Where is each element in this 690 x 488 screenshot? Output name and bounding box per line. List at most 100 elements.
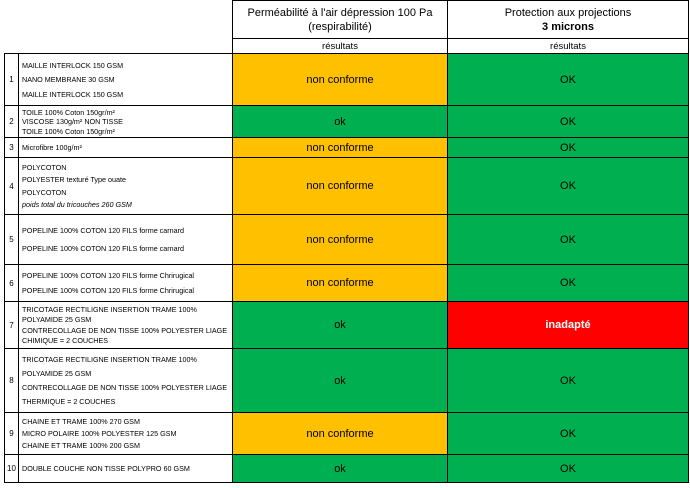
material-cell: TRICOTAGE RECTILIGNE INSERTION TRAME 100… — [18, 348, 233, 413]
result-text: OK — [560, 427, 576, 440]
number-text: 8 — [9, 376, 14, 385]
result-cell: OK — [447, 214, 689, 265]
result-cell: non conforme — [232, 264, 448, 302]
result-cell: ok — [232, 348, 448, 413]
result-cell: non conforme — [232, 137, 448, 158]
result-cell: OK — [447, 53, 689, 106]
subheader-cell: résultats — [447, 38, 689, 54]
result-cell: OK — [447, 412, 689, 455]
result-cell: OK — [447, 348, 689, 413]
row-number: 2 — [4, 105, 19, 138]
result-cell: non conforme — [232, 214, 448, 265]
number-text: 9 — [9, 429, 14, 438]
header-text: Perméabilité à l'air dépression 100 Pa — [247, 6, 433, 19]
result-cell: inadapté — [447, 301, 689, 349]
result-cell: OK — [447, 264, 689, 302]
material-line: CHAINE ET TRAME 100% 200 GSM — [22, 441, 140, 450]
result-text: OK — [560, 115, 576, 128]
material-line: CHIMIQUE = 2 COUCHES — [22, 336, 109, 346]
material-line: CHAINE ET TRAME 100% 270 GSM — [22, 417, 140, 426]
result-text: ok — [334, 374, 346, 387]
result-cell: non conforme — [232, 157, 448, 215]
material-cell: POPELINE 100% COTON 120 FILS forme carna… — [18, 214, 233, 265]
result-text: OK — [560, 73, 576, 86]
result-cell: OK — [447, 157, 689, 215]
material-line: CONTRECOLLAGE DE NON TISSE 100% POLYESTE… — [22, 325, 228, 335]
material-line: POPELINE 100% COTON 120 FILS forme carna… — [22, 225, 185, 235]
result-text: non conforme — [306, 73, 374, 86]
material-line: THERMIQUE = 2 COUCHES — [22, 397, 116, 406]
row-number: 3 — [4, 137, 19, 158]
material-line: MICRO POLAIRE 100% POLYESTER 125 GSM — [22, 429, 177, 438]
material-line: POLYAMIDE 25 GSM — [22, 315, 92, 325]
result-text: ok — [334, 462, 346, 475]
material-note: poids total du tricouches 260 GSM — [22, 200, 132, 210]
material-cell: DOUBLE COUCHE NON TISSE POLYPRO 60 GSM — [18, 454, 233, 483]
material-cell: POPELINE 100% COTON 120 FILS forme Chrir… — [18, 264, 233, 302]
result-text: non conforme — [306, 277, 374, 289]
result-cell: non conforme — [232, 53, 448, 106]
result-text: ok — [334, 319, 346, 331]
result-cell: ok — [232, 301, 448, 349]
result-text: OK — [560, 374, 576, 387]
result-cell: ok — [232, 105, 448, 138]
material-line: NANO MEMBRANE 30 GSM — [22, 75, 115, 84]
header-cell: Perméabilité à l'air dépression 100 Pa (r… — [232, 0, 448, 39]
result-text: inadapté — [545, 319, 591, 331]
material-cell: TRICOTAGE RECTILIGNE INSERTION TRAME 100… — [18, 301, 233, 349]
result-cell: non conforme — [232, 412, 448, 455]
material-line: VISCOSE 130g/m² NON TISSE — [22, 117, 123, 126]
row-number: 6 — [4, 264, 19, 302]
subheader-text: résultats — [550, 40, 586, 52]
result-text: OK — [560, 141, 576, 154]
header-text: (respirabilité) — [308, 20, 372, 33]
number-text: 10 — [7, 464, 16, 473]
row-number: 9 — [4, 412, 19, 455]
material-line: TRICOTAGE RECTILIGNE INSERTION TRAME 100… — [22, 304, 197, 314]
number-text: 6 — [9, 278, 14, 288]
number-text: 7 — [9, 320, 14, 330]
row-number: 10 — [4, 454, 19, 483]
material-line: POPELINE 100% COTON 120 FILS forme carna… — [22, 244, 185, 254]
result-cell: OK — [447, 105, 689, 138]
material-line: TOILE 100% Coton 150gr/m² — [22, 107, 115, 117]
number-text: 1 — [9, 75, 14, 84]
material-cell: Microfibre 100g/m² — [18, 137, 233, 158]
material-line: POLYESTER texturé Type ouate — [22, 175, 127, 185]
number-text: 4 — [9, 181, 14, 191]
result-text: OK — [560, 233, 576, 246]
material-line: POLYAMIDE 25 GSM — [22, 369, 92, 378]
number-text: 5 — [9, 235, 14, 244]
number-text: 3 — [9, 143, 14, 152]
material-line: CONTRECOLLAGE DE NON TISSE 100% POLYESTE… — [22, 383, 228, 392]
material-line: DOUBLE COUCHE NON TISSE POLYPRO 60 GSM — [22, 464, 190, 473]
material-cell: POLYCOTON POLYESTER texturé Type ouate POL… — [18, 157, 233, 215]
material-line: MAILLE INTERLOCK 150 GSM — [22, 60, 124, 70]
row-number: 1 — [4, 53, 19, 106]
header-text: Protection aux projections — [504, 6, 632, 19]
result-text: non conforme — [306, 427, 374, 440]
material-line: POLYCOTON — [22, 162, 67, 172]
header-cell: Protection aux projections 3 microns — [447, 0, 689, 39]
material-line: Microfibre 100g/m² — [22, 143, 82, 152]
result-text: OK — [560, 180, 576, 192]
row-number: 4 — [4, 157, 19, 215]
row-number: 8 — [4, 348, 19, 413]
material-line: POPELINE 100% COTON 120 FILS forme Chrir… — [22, 285, 195, 295]
result-text: OK — [560, 277, 576, 289]
result-text: OK — [560, 462, 576, 475]
result-text: non conforme — [306, 233, 374, 246]
material-cell: CHAINE ET TRAME 100% 270 GSM MICRO POLAIR… — [18, 412, 233, 455]
result-text: ok — [334, 115, 346, 128]
material-line: TRICOTAGE RECTILIGNE INSERTION TRAME 100… — [22, 355, 197, 364]
subheader-cell: résultats — [232, 38, 448, 54]
result-text: non conforme — [306, 180, 374, 192]
material-line: TOILE 100% Coton 150gr/m² — [22, 126, 115, 136]
material-line: POLYCOTON — [22, 187, 67, 197]
result-cell: OK — [447, 454, 689, 483]
row-number: 7 — [4, 301, 19, 349]
result-cell: OK — [447, 137, 689, 158]
number-text: 2 — [9, 117, 14, 126]
result-text: non conforme — [306, 141, 374, 154]
